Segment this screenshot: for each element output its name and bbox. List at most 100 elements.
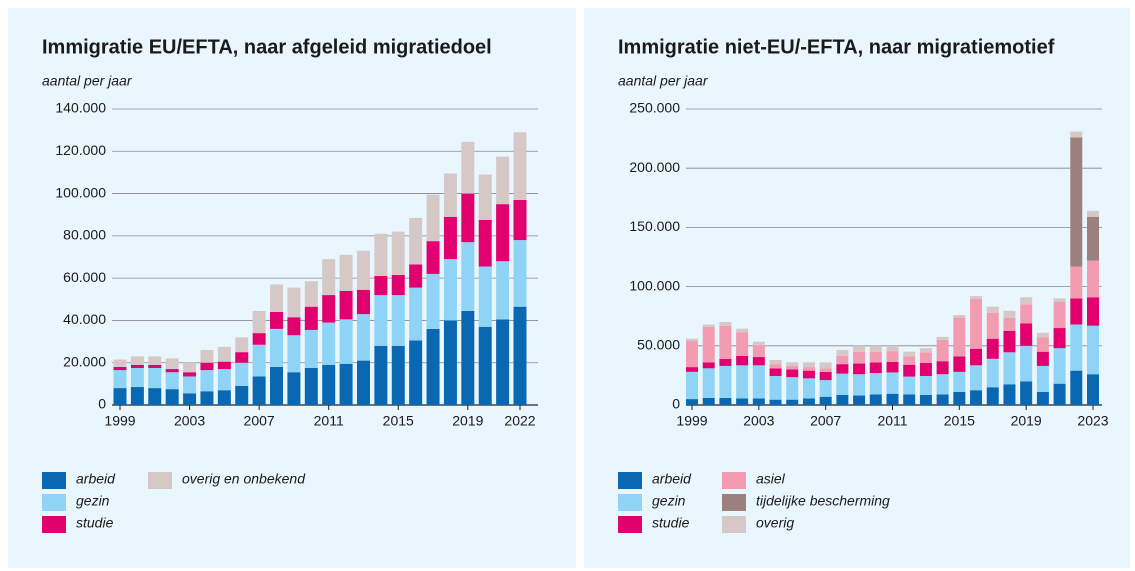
bar-segment bbox=[130, 364, 144, 368]
bar-segment bbox=[391, 274, 405, 296]
bar-segment bbox=[970, 365, 983, 391]
legend-swatch bbox=[618, 516, 642, 533]
bar-segment bbox=[270, 284, 284, 312]
y-tick-label: 20.000 bbox=[63, 353, 106, 369]
bar-segment bbox=[936, 394, 949, 405]
bar-segment bbox=[903, 376, 916, 395]
bar-segment bbox=[165, 372, 179, 390]
bar-segment bbox=[986, 358, 999, 388]
bar-segment bbox=[836, 364, 849, 374]
bar-segment bbox=[496, 204, 510, 262]
x-tick-label: 2015 bbox=[944, 413, 975, 429]
y-tick-label: 120.000 bbox=[55, 142, 106, 158]
bar-segment bbox=[304, 368, 318, 405]
panel bbox=[584, 8, 1130, 568]
bar-segment bbox=[736, 355, 749, 366]
bar-segment bbox=[478, 326, 492, 405]
bar-segment bbox=[200, 350, 214, 363]
bar-segment bbox=[869, 394, 882, 405]
bar-segment bbox=[426, 273, 440, 329]
y-tick-label: 80.000 bbox=[63, 227, 106, 243]
bar-segment bbox=[443, 259, 457, 321]
bar-segment bbox=[1087, 210, 1099, 217]
bar-segment bbox=[819, 362, 832, 369]
legend-label: overig en onbekend bbox=[182, 471, 306, 487]
bar-segment bbox=[1003, 384, 1016, 405]
bar-segment bbox=[252, 310, 266, 334]
legend-swatch bbox=[722, 472, 746, 489]
bar-segment bbox=[1020, 297, 1033, 305]
bar-segment bbox=[235, 337, 249, 353]
y-tick-label: 150.000 bbox=[629, 218, 680, 234]
legend-swatch bbox=[722, 516, 746, 533]
bar-segment bbox=[819, 371, 832, 381]
y-tick-label: 60.000 bbox=[63, 269, 106, 285]
bar-segment bbox=[148, 364, 162, 368]
bar-segment bbox=[183, 362, 197, 373]
bar-segment bbox=[1036, 332, 1049, 338]
bar-segment bbox=[165, 369, 179, 373]
bar-segment bbox=[886, 372, 899, 394]
y-axis-label: aantal per jaar bbox=[618, 73, 709, 89]
bar-segment bbox=[769, 360, 782, 365]
bar-segment bbox=[513, 132, 527, 200]
bar-segment bbox=[217, 369, 231, 391]
y-axis-label: aantal per jaar bbox=[42, 73, 133, 89]
legend-label: tijdelijke bescherming bbox=[756, 493, 890, 509]
legend-label: studie bbox=[76, 515, 114, 531]
bar-segment bbox=[339, 290, 353, 320]
bar-segment bbox=[686, 341, 698, 368]
bar-segment bbox=[970, 348, 983, 366]
bar-segment bbox=[752, 357, 765, 366]
x-tick-label: 2007 bbox=[810, 413, 841, 429]
bar-segment bbox=[719, 322, 732, 326]
bar-segment bbox=[702, 324, 715, 327]
bar-segment bbox=[339, 319, 353, 364]
bar-segment bbox=[819, 380, 832, 397]
bar-segment bbox=[936, 361, 949, 375]
y-tick-label: 40.000 bbox=[63, 311, 106, 327]
bar-segment bbox=[786, 377, 799, 400]
legend-label: arbeid bbox=[76, 471, 116, 487]
bar-segment bbox=[869, 373, 882, 395]
bar-segment bbox=[836, 349, 849, 356]
bar-segment bbox=[252, 333, 266, 345]
bar-segment bbox=[853, 363, 866, 375]
bar-segment bbox=[409, 287, 423, 341]
bar-segment bbox=[919, 352, 932, 363]
bar-segment bbox=[1053, 298, 1066, 302]
bar-segment bbox=[270, 328, 284, 367]
x-tick-label: 2019 bbox=[1011, 413, 1042, 429]
bar-segment bbox=[1036, 351, 1049, 366]
bar-segment bbox=[391, 345, 405, 405]
bar-segment bbox=[752, 398, 765, 405]
bar-segment bbox=[1003, 317, 1016, 331]
bar-segment bbox=[1020, 323, 1033, 346]
bar-segment bbox=[886, 361, 899, 373]
bar-segment bbox=[113, 359, 127, 367]
bar-segment bbox=[130, 368, 144, 388]
bar-segment bbox=[970, 296, 983, 300]
bar-segment bbox=[1020, 304, 1033, 324]
bar-segment bbox=[148, 388, 162, 405]
bar-segment bbox=[356, 289, 370, 315]
legend-label: overig bbox=[756, 515, 794, 531]
bar-segment bbox=[409, 264, 423, 288]
bar-segment bbox=[869, 351, 882, 363]
bar-segment bbox=[719, 358, 732, 366]
y-tick-label: 250.000 bbox=[629, 100, 680, 116]
x-tick-label: 2003 bbox=[743, 413, 774, 429]
bar-segment bbox=[1087, 297, 1099, 326]
bar-segment bbox=[686, 399, 698, 405]
legend-label: asiel bbox=[756, 471, 786, 487]
bar-segment bbox=[130, 387, 144, 405]
bar-segment bbox=[252, 376, 266, 405]
x-tick-label: 1999 bbox=[676, 413, 707, 429]
bar-segment bbox=[986, 306, 999, 313]
bar-segment bbox=[165, 358, 179, 370]
bar-segment bbox=[686, 338, 698, 342]
bar-segment bbox=[886, 351, 899, 362]
bar-segment bbox=[953, 356, 966, 372]
legend-swatch bbox=[618, 494, 642, 511]
